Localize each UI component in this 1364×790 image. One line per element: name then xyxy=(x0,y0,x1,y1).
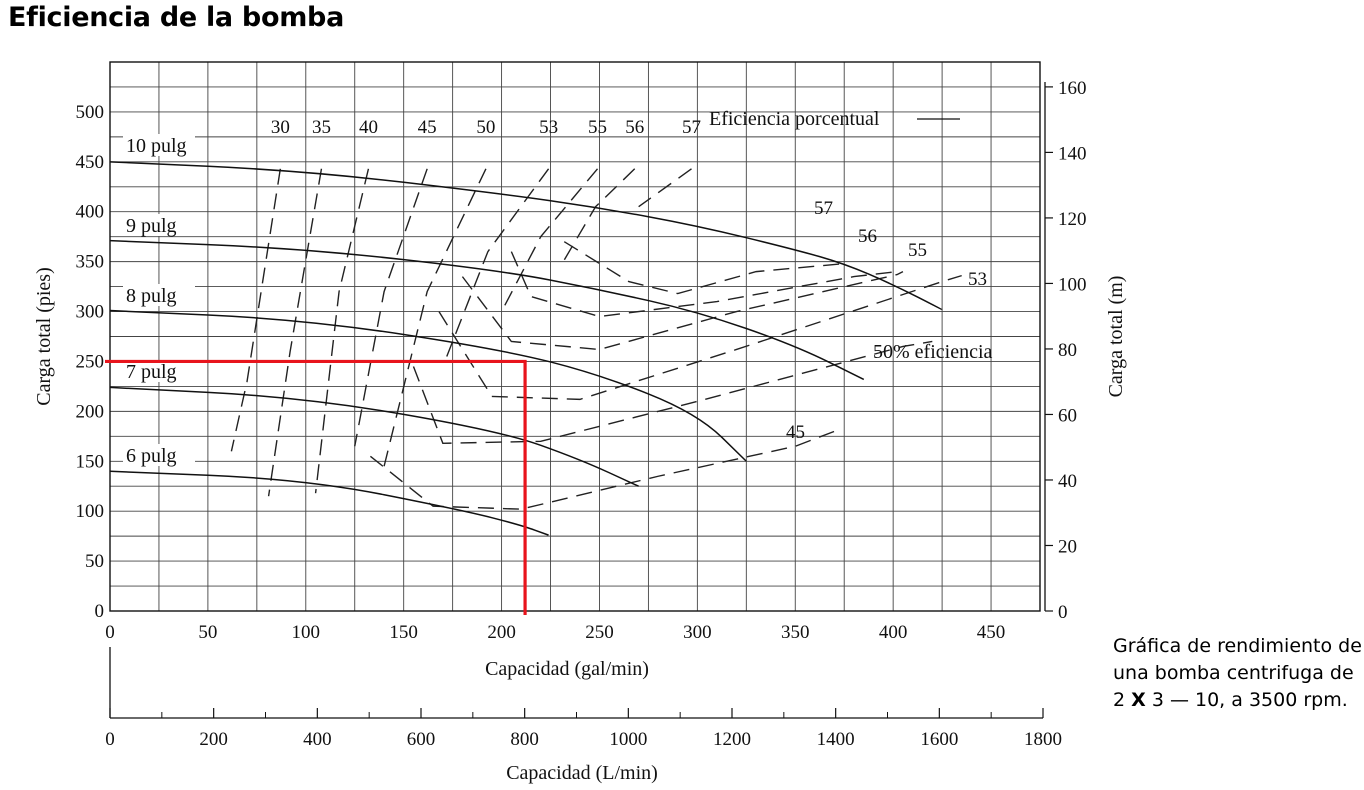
x2-tick-label: 1000 xyxy=(609,729,647,750)
x-tick-label: 350 xyxy=(781,622,810,643)
impeller-label-bg xyxy=(123,360,195,382)
efficiency-contour-55 xyxy=(461,270,904,351)
efficiency-top-label: 53 xyxy=(539,117,558,138)
efficiency-right-label: 57 xyxy=(814,198,833,219)
y-tick-label: 50 xyxy=(85,551,104,572)
impeller-label: 7 pulg xyxy=(126,361,177,383)
y-tick-label: 200 xyxy=(76,401,105,422)
y2-tick-label: 40 xyxy=(1058,471,1077,492)
caption-bold-x: X xyxy=(1131,689,1146,711)
impeller-curve xyxy=(109,239,865,381)
page-title: Eficiencia de la bomba xyxy=(8,2,344,33)
x2-axis-title: Capacidad (L/min) xyxy=(506,762,658,784)
efficiency-line xyxy=(559,168,636,267)
y-tick-label: 250 xyxy=(76,351,105,372)
y-tick-label: 300 xyxy=(76,302,105,323)
x-tick-label: 400 xyxy=(879,622,908,643)
efficiency-top-label: 57 xyxy=(682,117,701,138)
y-tick-label: 150 xyxy=(76,451,105,472)
y2-tick-label: 140 xyxy=(1058,143,1087,164)
plot-frame xyxy=(109,61,1041,612)
x2-tick-label: 200 xyxy=(199,729,228,750)
y-tick-label: 350 xyxy=(76,252,105,273)
efficiency-right-label: 56 xyxy=(858,226,877,247)
y2-axis-title: Carga total (m) xyxy=(1105,276,1127,398)
x2-tick-label: 1800 xyxy=(1024,729,1062,750)
x-tick-label: 250 xyxy=(585,622,614,643)
x2-tick-label: 800 xyxy=(510,729,539,750)
impeller-label-bg xyxy=(123,134,195,156)
y2-tick-label: 160 xyxy=(1058,78,1087,99)
y2-tick-label: 120 xyxy=(1058,209,1087,230)
impeller-curve xyxy=(109,470,549,536)
impeller-curve xyxy=(109,161,943,311)
y-axis-title: Carga total (pies) xyxy=(33,267,55,405)
efficiency-right-label: 53 xyxy=(968,269,987,290)
efficiency-45-label: 45 xyxy=(786,422,805,443)
y2-tick-label: 20 xyxy=(1058,536,1077,557)
efficiency-contour-57 xyxy=(563,241,845,295)
x2-tick-label: 1400 xyxy=(817,729,855,750)
efficiency-top-label: 56 xyxy=(625,117,644,138)
efficiency-top-label: 55 xyxy=(588,117,607,138)
x-axis-title: Capacidad (gal/min) xyxy=(485,658,649,680)
efficiency-line xyxy=(500,168,599,312)
efficiency-top-label: 50 xyxy=(476,117,495,138)
impeller-label: 9 pulg xyxy=(126,215,177,237)
efficiency-50-label: 50% eficiencia xyxy=(873,341,992,363)
efficiency-top-label: 45 xyxy=(418,117,437,138)
efficiency-line xyxy=(314,168,370,494)
impeller-label-bg xyxy=(123,284,195,306)
efficiency-right-label: 55 xyxy=(908,240,927,261)
x2-tick-label: 400 xyxy=(303,729,332,750)
impeller-label-bg xyxy=(123,214,195,236)
impeller-curve xyxy=(109,386,639,487)
efficiency-top-label: 30 xyxy=(271,117,290,138)
efficiency-contour-53 xyxy=(438,274,962,401)
efficiency-line xyxy=(383,168,487,467)
y2-tick-label: 60 xyxy=(1058,405,1077,426)
x-tick-label: 300 xyxy=(683,622,712,643)
y-tick-label: 450 xyxy=(76,152,105,173)
y-tick-label: 500 xyxy=(76,102,105,123)
x2-tick-label: 1200 xyxy=(713,729,751,750)
x2-tick-label: 0 xyxy=(105,729,115,750)
impeller-label-bg xyxy=(123,444,195,466)
impeller-label: 6 pulg xyxy=(126,445,177,467)
x-tick-label: 50 xyxy=(198,622,217,643)
x-tick-label: 200 xyxy=(487,622,516,643)
efficiency-top-label: 40 xyxy=(359,117,378,138)
operating-point-marker xyxy=(105,359,527,615)
x-tick-label: 450 xyxy=(977,622,1006,643)
y-tick-label: 100 xyxy=(76,501,105,522)
chart-caption: Gráfica de rendimiento de una bomba cent… xyxy=(1113,633,1363,714)
x-tick-label: 150 xyxy=(389,622,418,643)
efficiency-line xyxy=(446,168,550,357)
impeller-curve xyxy=(109,309,747,462)
efficiency-contour-45 xyxy=(369,430,835,510)
efficiency-top-label: 35 xyxy=(312,117,331,138)
y-tick-label: 0 xyxy=(95,601,105,622)
efficiency-contour-50 xyxy=(412,340,933,445)
y-tick-label: 400 xyxy=(76,202,105,223)
y2-tick-label: 100 xyxy=(1058,274,1087,295)
y2-tick-label: 80 xyxy=(1058,340,1077,361)
efficiency-legend: Eficiencia porcentual xyxy=(709,108,880,130)
x2-tick-label: 1600 xyxy=(920,729,958,750)
caption-text-end: 3 — 10, a 3500 rpm. xyxy=(1145,689,1348,711)
impeller-label: 8 pulg xyxy=(126,285,177,307)
efficiency-line xyxy=(354,168,428,447)
caption-text-start: Gráfica de rendimiento de una bomba cent… xyxy=(1113,635,1362,711)
impeller-label: 10 pulg xyxy=(126,135,187,157)
efficiency-contour-56 xyxy=(510,251,898,318)
efficiency-line xyxy=(638,168,692,208)
y2-tick-label: 0 xyxy=(1058,602,1068,623)
x-tick-label: 0 xyxy=(105,622,115,643)
efficiency-line xyxy=(230,168,282,452)
x2-tick-label: 600 xyxy=(407,729,436,750)
efficiency-line xyxy=(267,168,323,497)
x-tick-label: 100 xyxy=(292,622,321,643)
